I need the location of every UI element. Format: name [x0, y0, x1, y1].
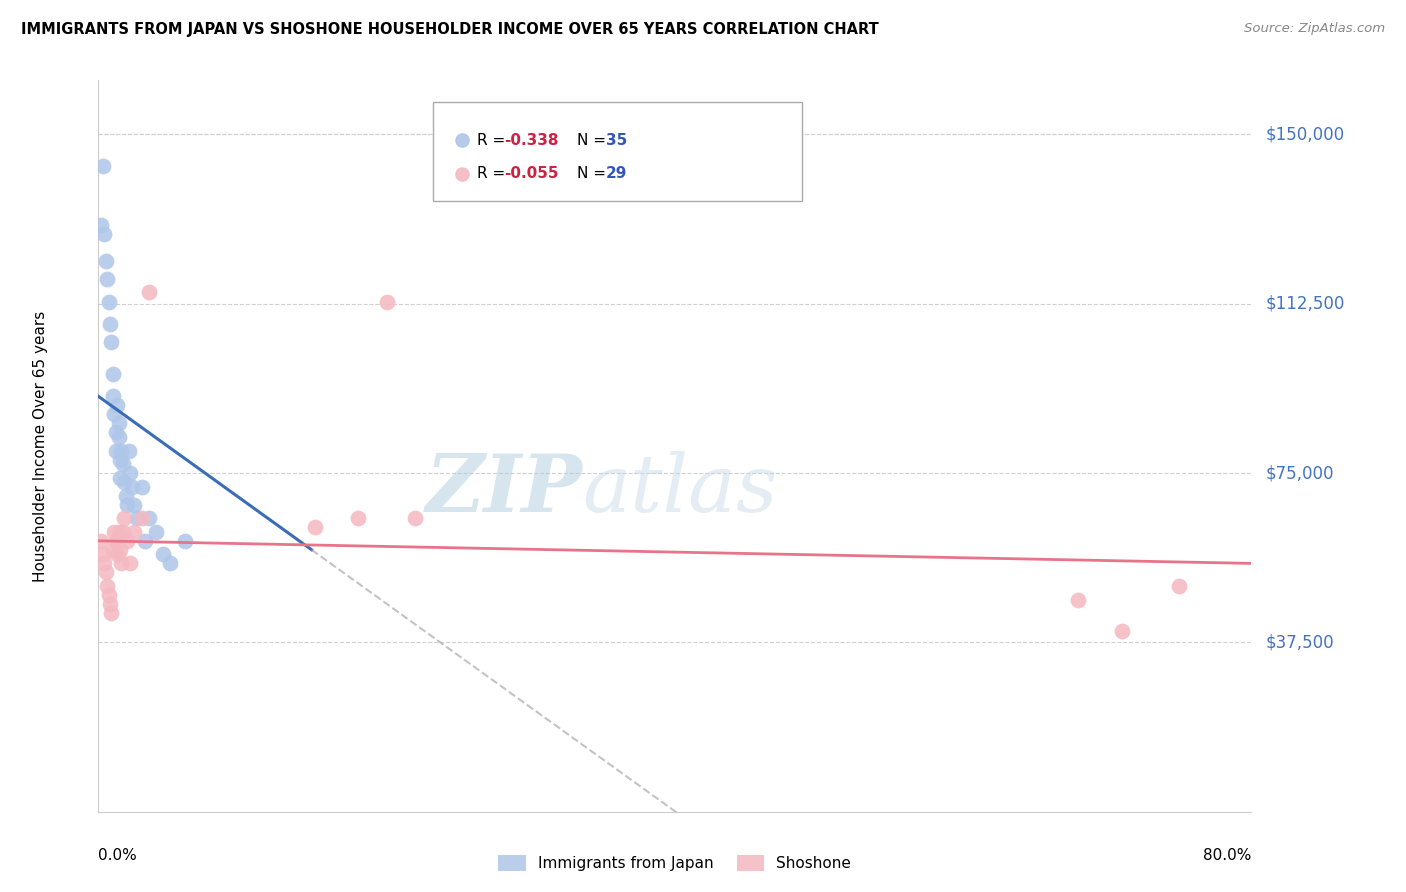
Point — [96, 272, 118, 286]
Point — [112, 475, 135, 489]
Point — [108, 470, 131, 484]
Text: 80.0%: 80.0% — [1204, 847, 1251, 863]
Point — [93, 557, 115, 571]
Point — [131, 480, 153, 494]
Point — [94, 253, 117, 268]
Point — [104, 533, 127, 548]
Text: R =: R = — [477, 167, 510, 181]
Point — [127, 511, 149, 525]
Point — [110, 443, 132, 458]
Point — [96, 579, 118, 593]
Point — [90, 218, 112, 232]
Point — [124, 498, 146, 512]
Point — [405, 511, 427, 525]
Point — [120, 557, 142, 571]
Point — [138, 285, 160, 300]
Point — [112, 511, 135, 525]
Point — [100, 606, 122, 620]
Point — [117, 498, 138, 512]
Point — [100, 335, 122, 350]
Text: atlas: atlas — [582, 451, 778, 529]
Point — [103, 524, 125, 539]
Point — [107, 524, 129, 539]
Legend: Immigrants from Japan, Shoshone: Immigrants from Japan, Shoshone — [492, 849, 858, 877]
Text: N =: N = — [576, 167, 610, 181]
Point — [174, 533, 197, 548]
Point — [91, 547, 114, 561]
Point — [103, 408, 125, 422]
Text: Source: ZipAtlas.com: Source: ZipAtlas.com — [1244, 22, 1385, 36]
Point — [152, 547, 174, 561]
Point — [375, 294, 398, 309]
Text: $112,500: $112,500 — [1265, 294, 1344, 313]
Text: 0.0%: 0.0% — [98, 847, 138, 863]
Point — [111, 524, 134, 539]
Point — [111, 457, 134, 471]
Text: 29: 29 — [606, 167, 627, 181]
Text: $37,500: $37,500 — [1265, 633, 1334, 651]
Point — [94, 566, 117, 580]
Point — [98, 317, 121, 331]
Point — [1111, 624, 1133, 639]
Point — [121, 480, 143, 494]
Point — [107, 417, 129, 431]
Text: $75,000: $75,000 — [1265, 464, 1334, 482]
Point — [101, 542, 124, 557]
Point — [134, 533, 156, 548]
Point — [145, 524, 167, 539]
Point — [1168, 579, 1191, 593]
Point — [98, 597, 121, 611]
Point — [118, 443, 141, 458]
Point — [117, 533, 138, 548]
Text: -0.055: -0.055 — [505, 167, 558, 181]
Point — [304, 520, 326, 534]
Point — [159, 557, 181, 571]
Point — [346, 511, 368, 525]
Point — [101, 389, 124, 403]
Text: IMMIGRANTS FROM JAPAN VS SHOSHONE HOUSEHOLDER INCOME OVER 65 YEARS CORRELATION C: IMMIGRANTS FROM JAPAN VS SHOSHONE HOUSEH… — [21, 22, 879, 37]
Text: ZIP: ZIP — [426, 451, 582, 529]
Point — [108, 452, 131, 467]
Text: -0.338: -0.338 — [505, 133, 558, 148]
Point — [93, 227, 115, 241]
Text: $150,000: $150,000 — [1265, 126, 1344, 144]
Point — [104, 425, 127, 440]
FancyBboxPatch shape — [433, 103, 801, 201]
Text: 35: 35 — [606, 133, 627, 148]
Point — [541, 805, 564, 819]
Text: N =: N = — [576, 133, 610, 148]
Point — [104, 443, 127, 458]
Point — [97, 588, 120, 602]
Point — [541, 805, 564, 819]
Point — [120, 466, 142, 480]
Point — [105, 398, 128, 412]
Point — [1067, 592, 1090, 607]
Point — [91, 159, 114, 173]
Point — [90, 533, 112, 548]
Point — [138, 511, 160, 525]
Point — [105, 547, 128, 561]
Point — [114, 489, 136, 503]
Point — [101, 367, 124, 381]
Text: R =: R = — [477, 133, 510, 148]
Point — [107, 430, 129, 444]
Point — [110, 557, 132, 571]
Text: Householder Income Over 65 years: Householder Income Over 65 years — [34, 310, 48, 582]
Point — [131, 511, 153, 525]
Point — [97, 294, 120, 309]
Point — [108, 542, 131, 557]
Point — [124, 524, 146, 539]
